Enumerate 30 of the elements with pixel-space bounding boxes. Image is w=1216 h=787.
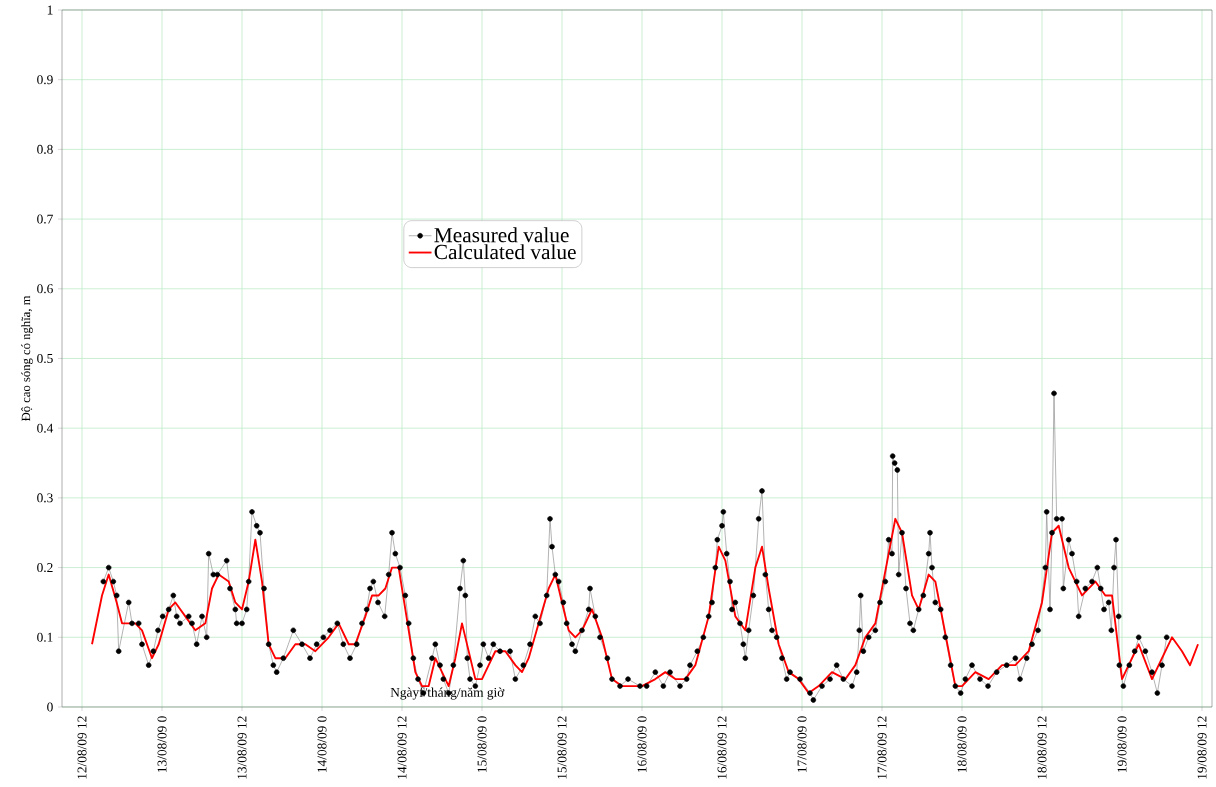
x-tick-label: 19/08/09 0 [1117, 716, 1127, 772]
x-axis-title: Ngàyf/tháng/năm giờ [390, 687, 505, 700]
x-tick-label: 15/08/09 0 [477, 716, 487, 772]
x-tick-label: 15/08/09 12 [557, 716, 567, 779]
x-tick-label: 13/08/09 12 [237, 716, 247, 779]
y-tick-label: 0.5 [37, 353, 53, 364]
y-tick-label: 0.6 [37, 284, 53, 294]
x-tick-label: 19/08/09 12 [1197, 716, 1207, 779]
x-tick-label: 12/08/09 12 [77, 716, 87, 779]
x-tick-label: 16/08/09 0 [637, 716, 647, 772]
x-tick-label: 17/08/09 12 [877, 716, 887, 779]
y-tick-label: 0.8 [37, 144, 53, 154]
x-tick-label: 18/08/09 12 [1037, 716, 1047, 779]
x-tick-label: 14/08/09 12 [397, 716, 407, 779]
x-tick-label: 13/08/09 0 [157, 716, 167, 772]
x-tick-label: 18/08/09 0 [957, 716, 967, 772]
x-tick-label: 16/08/09 12 [717, 716, 727, 779]
y-tick-label: 0.9 [37, 75, 53, 85]
x-tick-label: 14/08/09 0 [317, 716, 327, 772]
y-tick-label: 0.2 [37, 563, 53, 573]
y-axis-title: Độ cao sóng có nghĩa, m [21, 295, 33, 422]
y-tick-label: 0.1 [37, 632, 53, 642]
legend-label: Calculated value [434, 244, 576, 260]
legend-label: Measured value [434, 227, 569, 243]
x-tick-label: 17/08/09 0 [797, 716, 807, 772]
y-tick-label: 0.3 [37, 493, 53, 503]
y-tick-label: 1 [47, 5, 53, 15]
y-tick-label: 0.7 [37, 214, 53, 224]
y-tick-label: 0.4 [37, 423, 54, 433]
y-tick-label: 0 [47, 702, 53, 712]
